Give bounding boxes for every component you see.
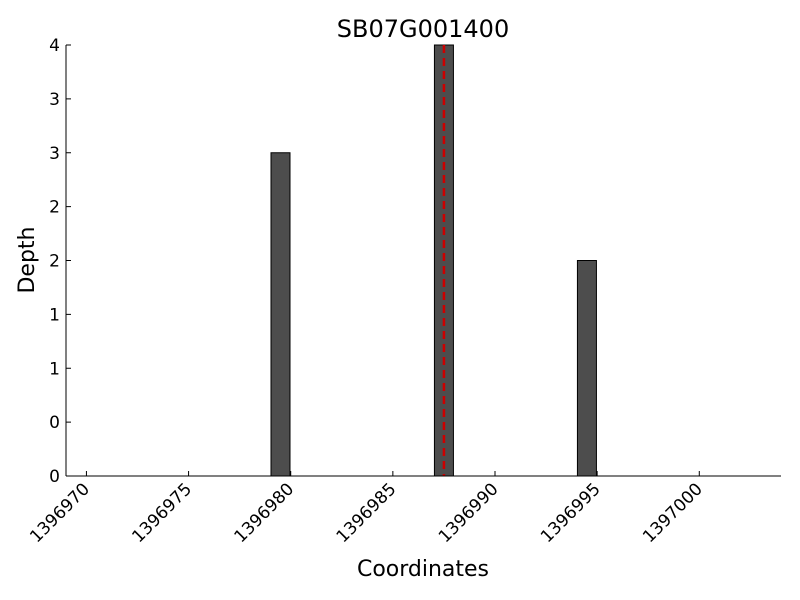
x-tick-label: 1396970 — [26, 479, 94, 547]
y-tick-label: 4 — [49, 36, 60, 56]
y-tick-label: 2 — [49, 198, 60, 218]
x-axis-label: Coordinates — [357, 557, 489, 582]
x-tick-label: 1396995 — [537, 479, 605, 547]
y-axis-label: Depth — [15, 226, 40, 293]
y-tick-label: 0 — [49, 467, 60, 487]
x-tick-label: 1396985 — [333, 479, 401, 547]
y-tick-label: 0 — [49, 413, 60, 433]
y-tick-label: 2 — [49, 252, 60, 272]
x-tick-label: 1397000 — [639, 479, 707, 547]
bar — [576, 260, 597, 477]
x-tick-label: 1396980 — [231, 479, 299, 547]
y-tick-label: 1 — [49, 359, 60, 379]
chart-title: SB07G001400 — [337, 15, 509, 43]
y-tick-label: 3 — [49, 144, 60, 164]
x-tick-label: 1396975 — [128, 479, 196, 547]
y-tick-label: 1 — [49, 305, 60, 325]
bar — [270, 152, 291, 477]
y-tick-label: 3 — [49, 90, 60, 110]
x-tick-label: 1396990 — [435, 479, 503, 547]
